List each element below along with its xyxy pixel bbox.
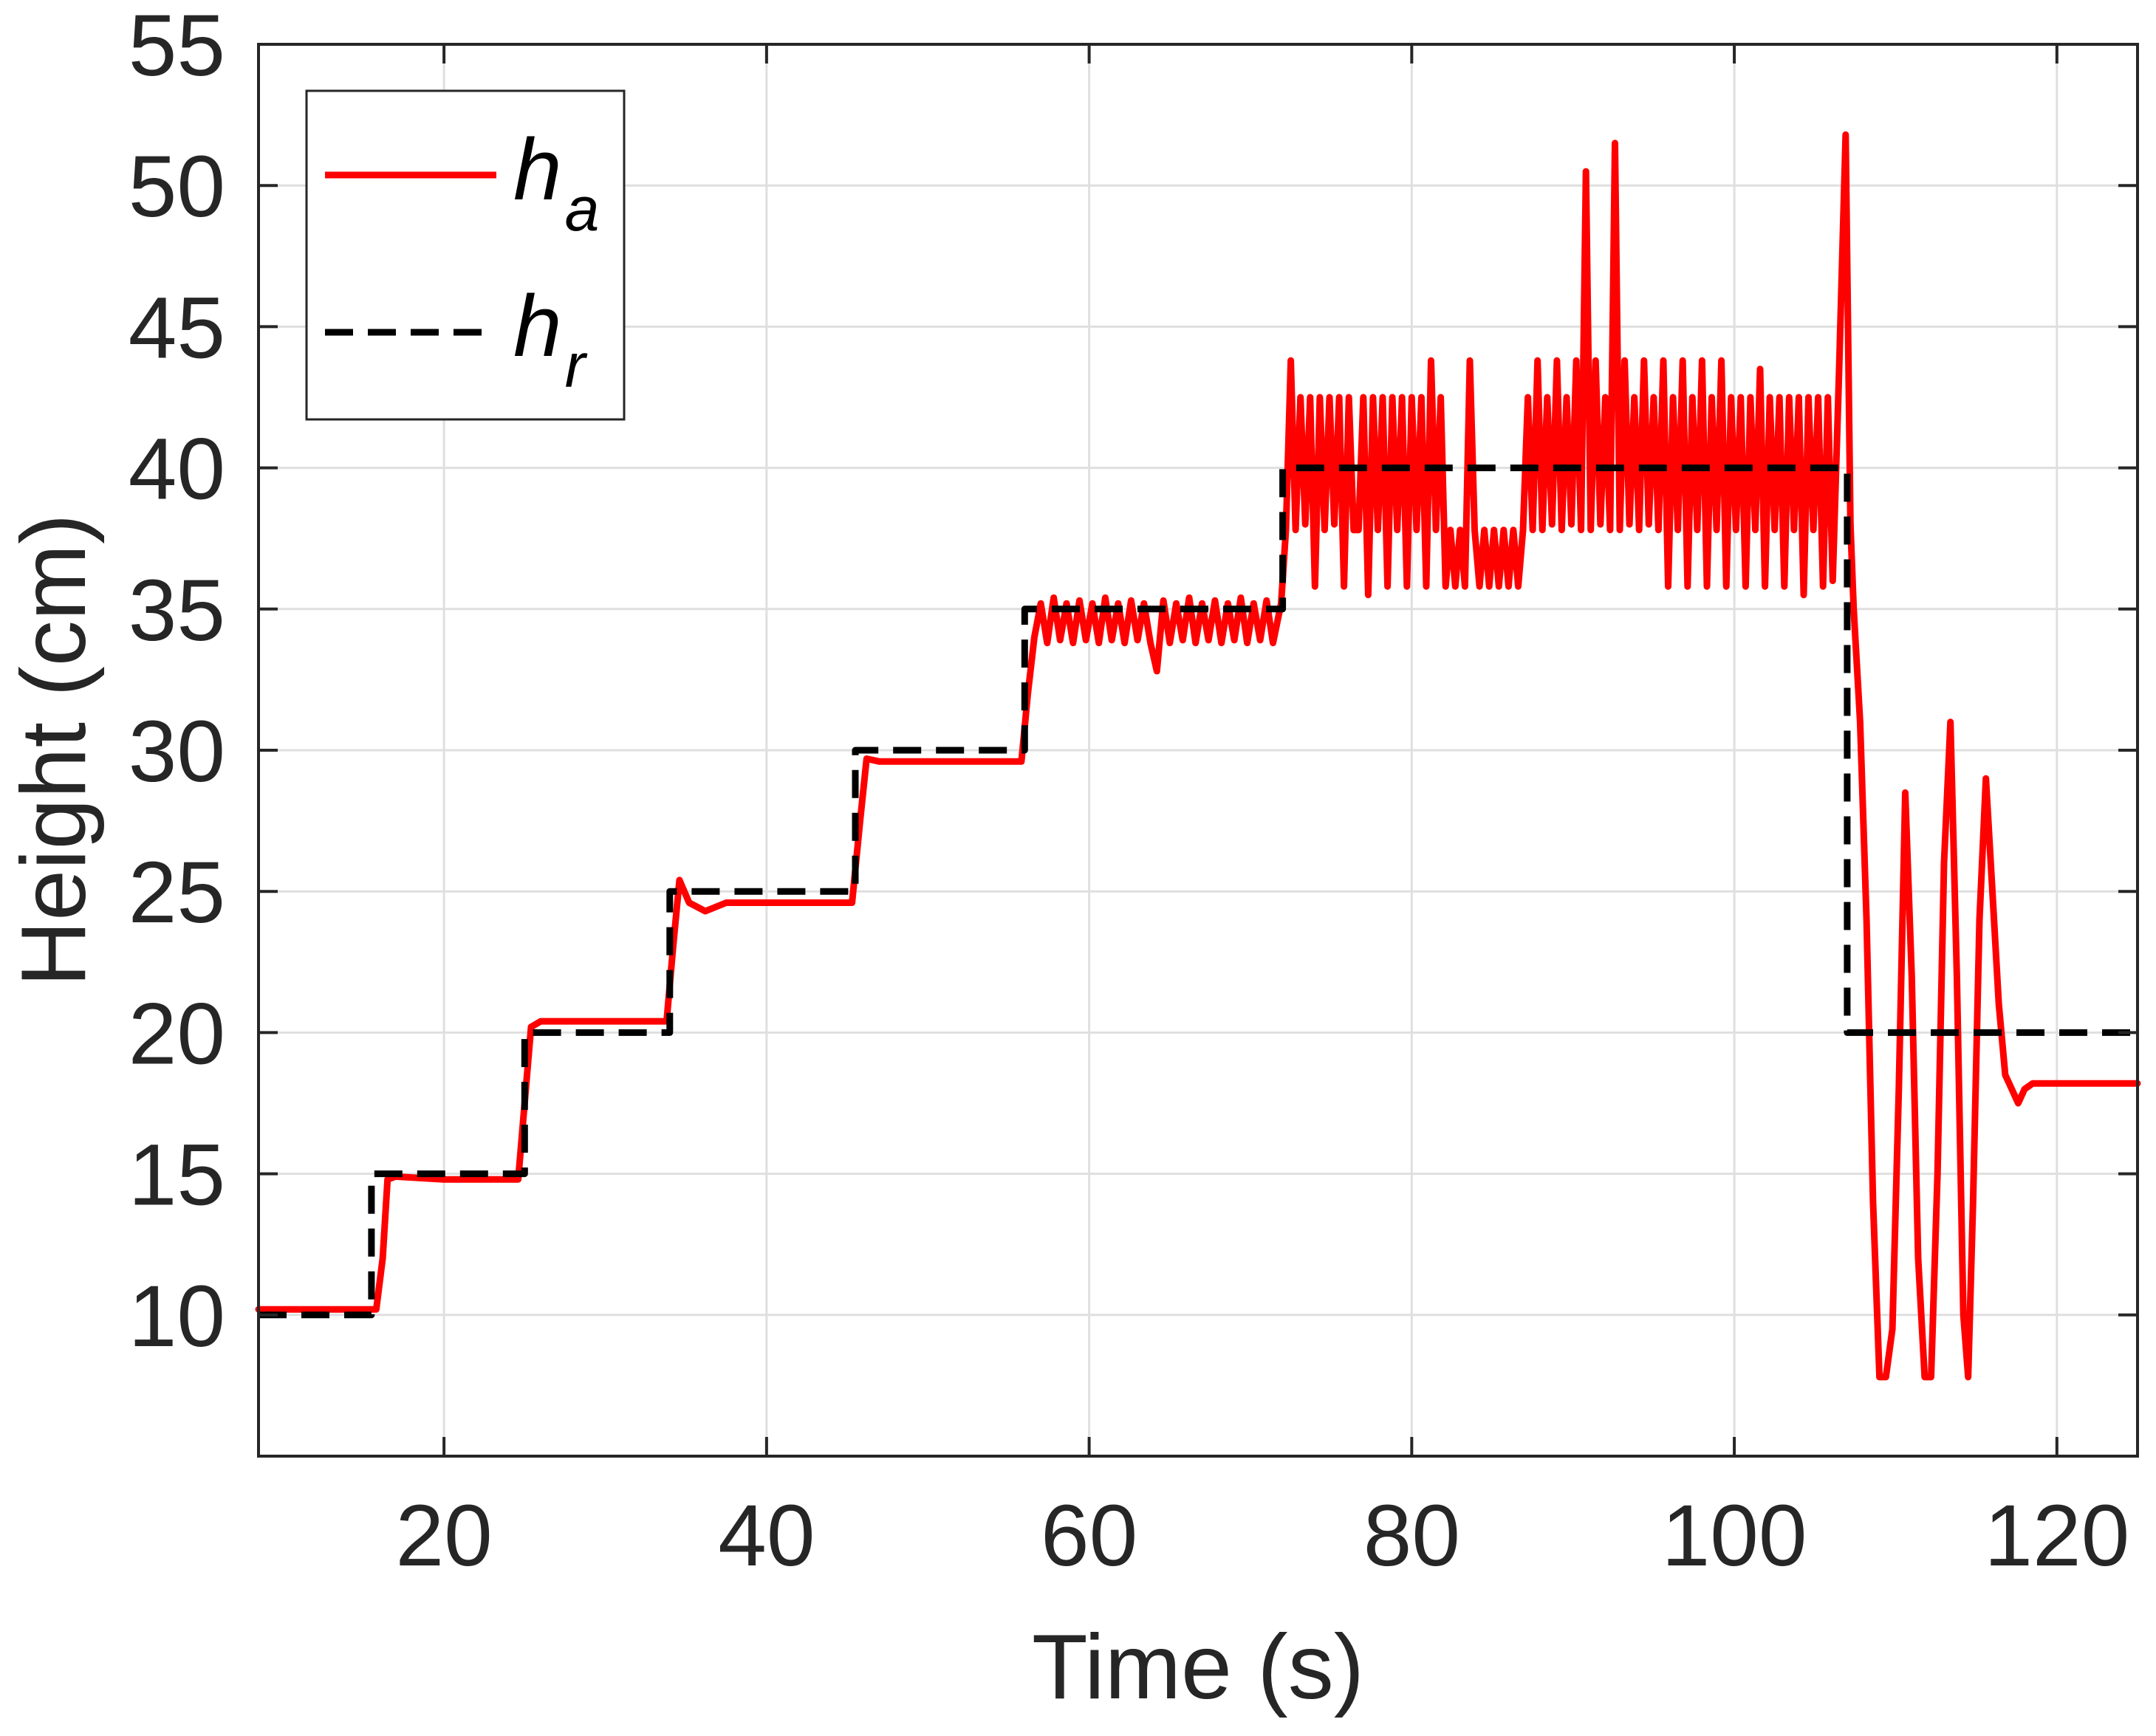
legend-label-hr: hr [513, 278, 588, 400]
y-axis-title: Height (cm) [3, 514, 105, 987]
series-layer [255, 131, 2141, 1381]
y-tick-label: 35 [129, 562, 225, 659]
legend-label-ha-main: h [513, 121, 562, 219]
x-tick-label: 80 [1363, 1487, 1460, 1585]
tick-labels: 20 40 60 80 100 120 10 15 20 25 30 35 40 45 50 55 [129, 0, 2130, 1585]
y-tick-label: 25 [129, 844, 225, 941]
y-tick-label: 30 [129, 703, 225, 800]
x-tick-label: 100 [1662, 1487, 1807, 1585]
x-tick-label: 20 [395, 1487, 492, 1585]
x-tick-label: 120 [1984, 1487, 2129, 1585]
legend: ha hr [305, 89, 626, 421]
y-tick-label: 45 [129, 279, 225, 377]
legend-label-ha-sub: a [565, 174, 600, 244]
x-tick-label: 60 [1041, 1487, 1137, 1585]
y-tick-label: 15 [129, 1127, 225, 1224]
x-axis-title: Time (s) [1032, 1616, 1364, 1718]
legend-label-ha: ha [513, 121, 599, 244]
y-tick-label: 20 [129, 985, 225, 1083]
axis-ticks [259, 43, 2138, 1456]
legend-label-hr-sub: r [565, 331, 588, 400]
series-line-h-a [255, 131, 2141, 1381]
legend-label-hr-main: h [513, 278, 562, 375]
y-tick-label: 40 [129, 421, 225, 518]
grid-lines [259, 43, 2138, 1456]
legend-box [305, 89, 626, 421]
y-tick-label: 50 [129, 138, 225, 236]
y-tick-label: 10 [129, 1268, 225, 1365]
x-tick-label: 40 [718, 1487, 815, 1585]
series-line-h-r [259, 464, 2138, 1319]
y-tick-label: 55 [129, 0, 225, 95]
